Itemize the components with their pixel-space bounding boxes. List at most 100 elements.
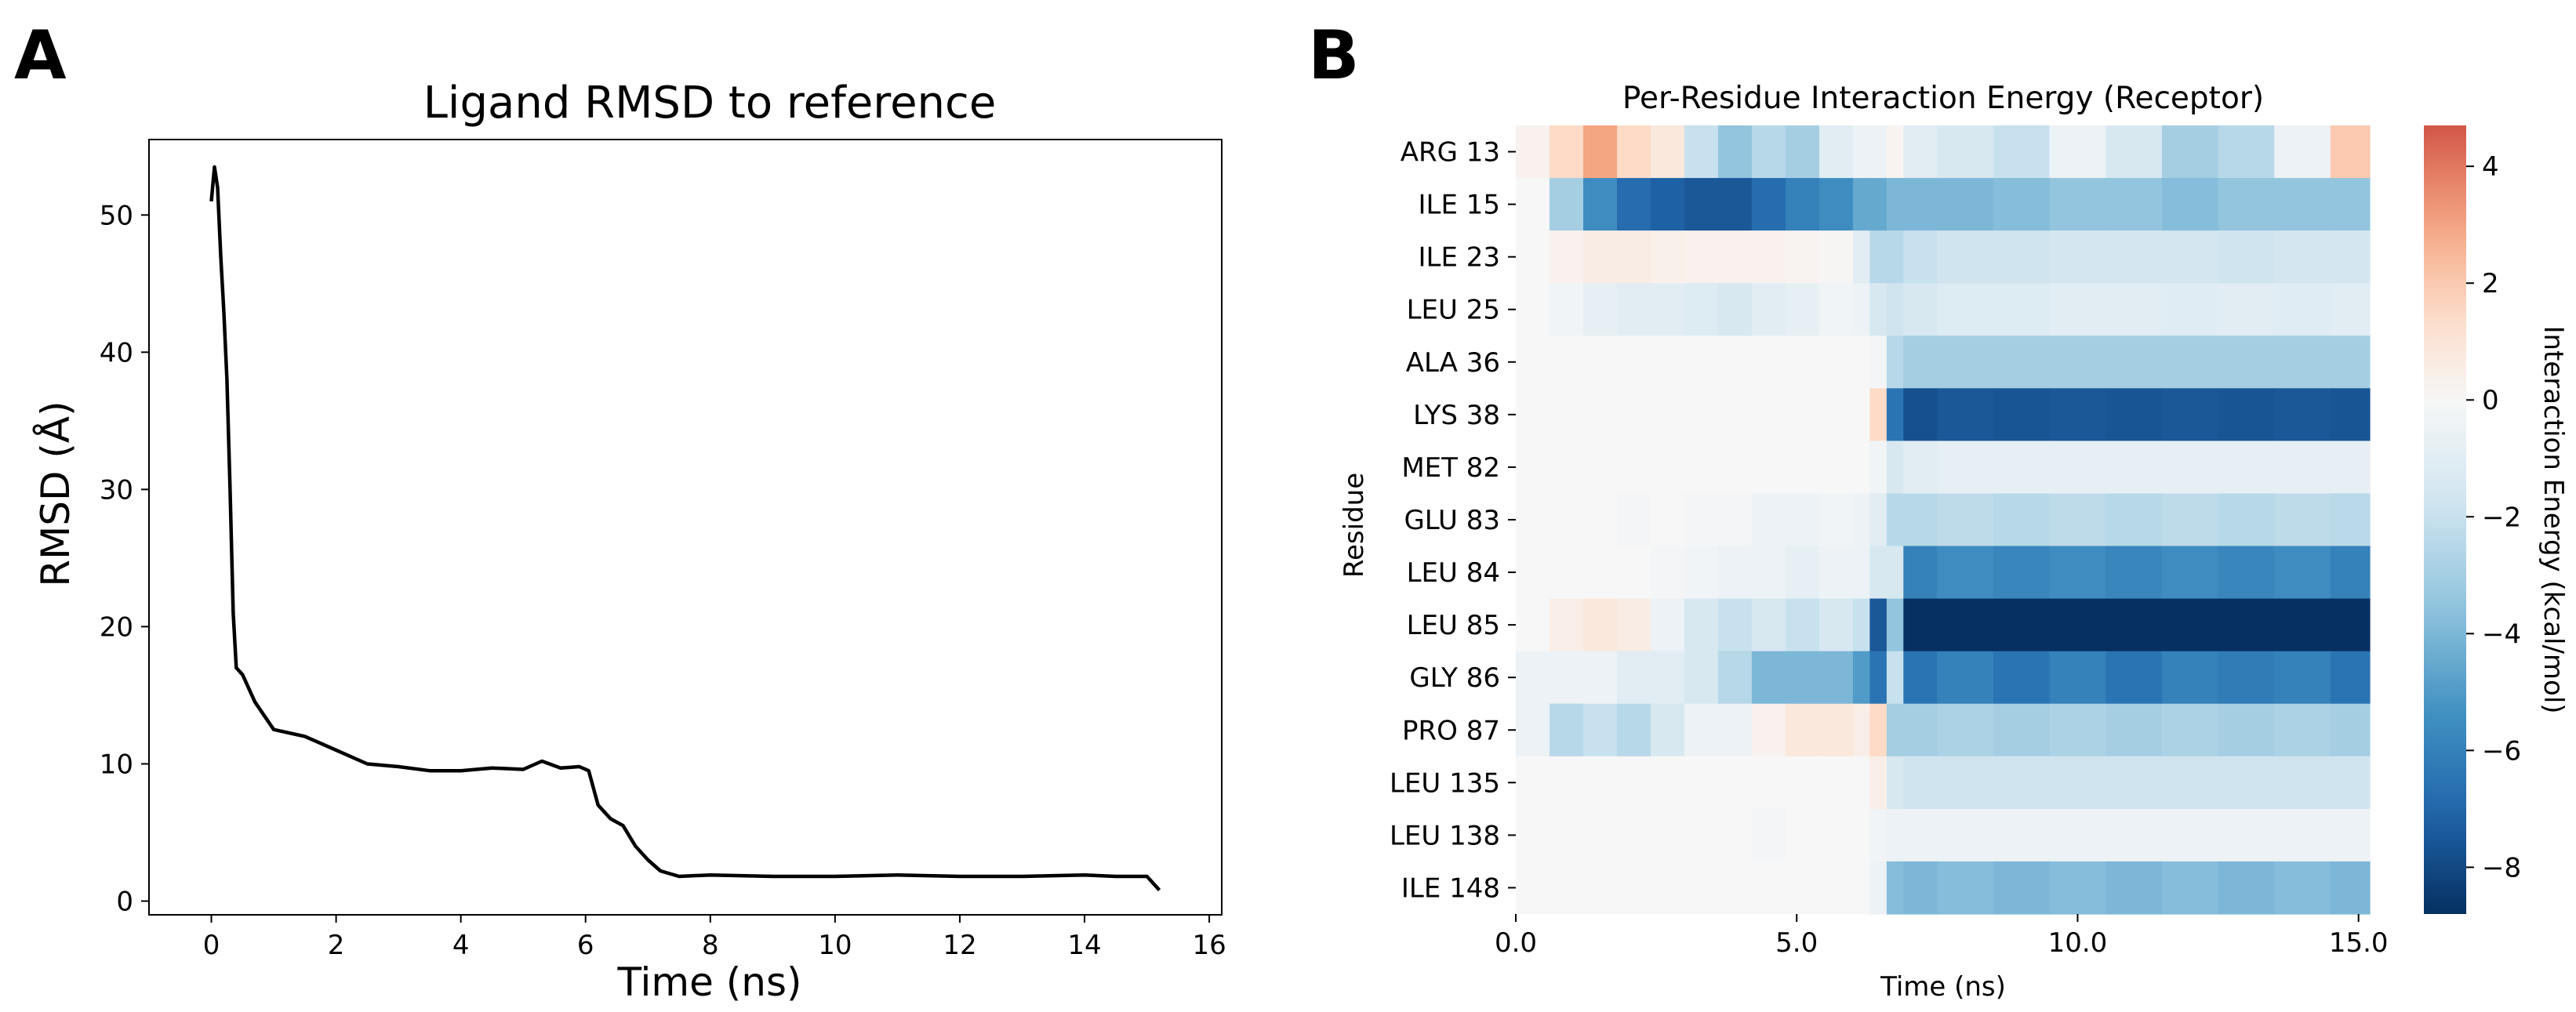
heatmap-row: [1516, 178, 2371, 231]
heatmap-cell: [1684, 283, 1719, 336]
heatmap-cell: [2218, 441, 2275, 495]
heatmap-cell: [1818, 283, 1854, 336]
heatmap-cell: [1516, 388, 1550, 441]
heatmap-cell: [1785, 756, 1820, 810]
heatmap-cell: [1617, 336, 1651, 389]
residue-label: GLY 86: [1409, 662, 1500, 694]
rmsd-series-line: [209, 165, 1161, 892]
heatmap-cell: [1937, 756, 1994, 810]
heatmap-cell: [2105, 756, 2163, 810]
heatmap-cell: [2161, 493, 2219, 547]
heatmap-cell: [1937, 651, 1994, 705]
heatmap-cell: [1583, 125, 1618, 179]
heatmap-cell: [2105, 651, 2163, 705]
heatmap-cell: [1717, 178, 1753, 231]
heatmap-cell: [1852, 230, 1870, 284]
heatmap-cell: [1751, 493, 1786, 547]
heatmap-cell: [1617, 441, 1651, 495]
heatmap-cell: [1751, 441, 1786, 495]
heatmap-cell: [1516, 283, 1550, 336]
heatmap-cell: [1550, 178, 1584, 231]
heatmap-cell: [2274, 336, 2331, 389]
heatmap-cell: [1650, 598, 1685, 652]
heatmap-cell: [1516, 756, 1550, 810]
residue-label: MET 82: [1401, 452, 1500, 484]
heatmap-cell: [1617, 178, 1651, 231]
heatmap-cell: [2274, 651, 2331, 705]
x-tick-label: 10.0: [2048, 927, 2108, 959]
heatmap-cell: [1617, 283, 1651, 336]
heatmap-cell: [1937, 808, 1994, 862]
heatmap-cell: [2049, 861, 2106, 915]
heatmap-cell: [2330, 651, 2371, 705]
heatmap-cell: [1903, 493, 1938, 547]
heatmap-cell: [1785, 230, 1820, 284]
heatmap-cell: [2161, 651, 2219, 705]
heatmap-cell: [1993, 388, 2051, 441]
heatmap-cell: [2105, 125, 2163, 179]
heatmap-cell: [1852, 598, 1870, 652]
colorbar-tick-label: 4: [2482, 151, 2499, 183]
heatmap-cell: [2274, 756, 2331, 810]
heatmap-cell: [1852, 861, 1870, 915]
heatmap-cell: [1583, 493, 1618, 547]
heatmap-cell: [1516, 861, 1550, 915]
heatmap-cell: [1869, 598, 1887, 652]
heatmap-cell: [1903, 336, 1938, 389]
y-tick-label: 40: [100, 337, 133, 368]
heatmap-row: [1516, 283, 2371, 336]
heatmap-cell: [2105, 598, 2163, 652]
heatmap-cell: [2049, 493, 2106, 547]
residue-label: ILE 15: [1418, 190, 1500, 221]
chart-b-title: Per-Residue Interaction Energy (Receptor…: [1622, 81, 2264, 116]
heatmap-cell: [1993, 598, 2051, 652]
heatmap-cell: [1818, 651, 1854, 705]
heatmap-cell: [1903, 756, 1938, 810]
heatmap-cell: [1650, 651, 1685, 705]
heatmap-cell: [2105, 808, 2163, 862]
heatmap-cell: [2274, 283, 2331, 336]
heatmap-cell: [2105, 230, 2163, 284]
y-tick-label: 10: [100, 749, 133, 780]
colorbar-tick-label: 0: [2482, 385, 2499, 416]
heatmap-cell: [1869, 703, 1887, 757]
colorbar-tick-label: −2: [2482, 502, 2521, 533]
heatmap-cell: [2161, 336, 2219, 389]
heatmap-cell: [1937, 230, 1994, 284]
heatmap-cell: [1886, 756, 1904, 810]
heatmap-cell: [2049, 598, 2106, 652]
heatmap-cell: [1852, 808, 1870, 862]
heatmap-cell: [1993, 125, 2051, 179]
heatmap-cell: [1617, 861, 1651, 915]
y-tick-label: 30: [100, 474, 133, 506]
heatmap-cell: [1937, 598, 1994, 652]
heatmap-cell: [2218, 230, 2275, 284]
heatmap-cell: [1993, 441, 2051, 495]
heatmap-cell: [1903, 388, 1938, 441]
heatmap-cell: [1516, 493, 1550, 547]
heatmap-cell: [1869, 178, 1887, 231]
heatmap-cell: [2218, 598, 2275, 652]
heatmap-cell: [1937, 388, 1994, 441]
colorbar-tick-label: −6: [2482, 735, 2521, 767]
heatmap-cell: [1650, 336, 1685, 389]
heatmap-cell: [1550, 493, 1584, 547]
heatmap-cell: [1617, 493, 1651, 547]
heatmap-cell: [1818, 703, 1854, 757]
heatmap-cell: [2330, 230, 2371, 284]
heatmap-cell: [1993, 546, 2051, 600]
heatmap-cell: [2274, 546, 2331, 600]
heatmap-cell: [1617, 546, 1651, 600]
residue-label: GLU 83: [1404, 505, 1500, 536]
heatmap-row: [1516, 388, 2371, 441]
residue-label: LEU 135: [1390, 767, 1500, 799]
heatmap-cell: [2161, 703, 2219, 757]
chart-a-x-axis-label: Time (ns): [616, 959, 801, 1005]
heatmap-cell: [1550, 283, 1584, 336]
heatmap-cell: [1818, 178, 1854, 231]
heatmap-cell: [1617, 388, 1651, 441]
heatmap-cell: [2330, 388, 2371, 441]
heatmap-cell: [2274, 125, 2331, 179]
heatmap-cell: [1751, 598, 1786, 652]
heatmap-cell: [2330, 178, 2371, 231]
